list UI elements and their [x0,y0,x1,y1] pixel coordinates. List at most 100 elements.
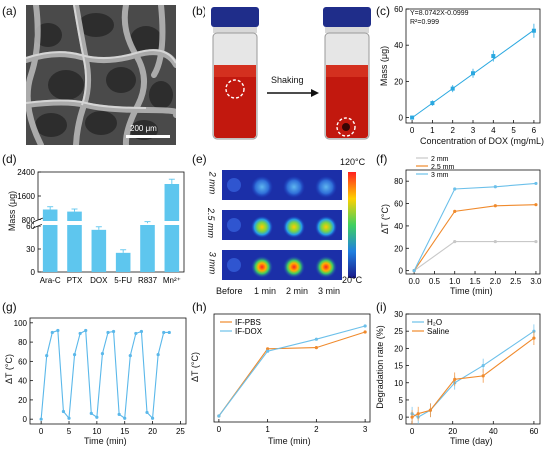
panel-label-h: (h) [192,300,207,314]
thermal-before-spot [227,218,241,232]
legend-label-f: 3 mm [431,172,449,179]
arrow-head-icon [311,89,319,97]
bar-d [115,252,131,272]
panel-label-e: (e) [192,152,207,166]
x-tick-label: 0 [410,427,415,436]
data-point [56,328,60,333]
data-point [412,269,416,273]
x-tick-label-c: 5 [511,126,516,135]
y-tick-label: 10 [394,379,403,388]
x-tick-label: 15 [120,427,129,436]
data-point [453,209,457,213]
data-point [139,329,144,334]
data-point [67,416,71,420]
vial-photos: Shaking [205,5,375,145]
data-point [266,349,270,353]
x-tick-label: 60 [529,427,538,436]
x-tick-label: 25 [176,427,185,436]
data-point-c [430,101,435,106]
data-point [39,417,43,421]
fit-equation: Y=8.0742X-0.0999 [410,10,469,17]
data-point [453,187,457,191]
bar-d [42,209,58,272]
x-tick-label: 1.0 [449,277,461,286]
thermal-hotspot [315,176,337,198]
y-axis-label-h: ΔT (°C) [189,352,200,382]
data-point [363,324,367,328]
x-tick-label-c: 6 [532,126,537,135]
data-point-c [450,86,455,91]
colorbar-min-label: 20°C [342,275,363,285]
data-point [217,414,221,418]
bar-d [140,223,155,272]
data-point [78,331,82,336]
x-tick-label: 20 [148,427,157,436]
temperature-colorbar [348,172,356,278]
panel-e: 2 mm 2.5 mm 3 mm Before 1 min 2 min 3 mi… [200,157,376,300]
x-axis-label-h: Time (min) [268,436,311,446]
thermal-hotspot [315,256,337,278]
axis-break-mark [32,217,44,223]
y-tick-label: 0 [399,413,404,422]
data-point [50,330,54,335]
x-tick-label-c: 1 [430,126,435,135]
series-line [413,204,536,271]
x-tick-label: 3 [363,425,368,434]
data-point [428,408,432,412]
legend-label-f: 2 mm [431,156,449,163]
y-tick-label-c: 60 [394,5,403,14]
data-point [453,377,457,381]
series-line [40,329,170,420]
y-tick-label: 60 [18,357,27,366]
x-tick-label: 0 [39,427,44,436]
x-tick-label-c: 0 [410,126,415,135]
thermal-hotspot [315,216,337,238]
data-point-c [471,71,475,76]
x-tick-label: 2 [314,425,319,434]
x-tick-label: 2.0 [490,277,502,286]
y-tick-label-d: 1600 [17,192,35,201]
bar-d [91,229,107,272]
panel-d: 0 30 60 800 1600 2400 Ara-C PTX DOX 5-FU R837 Mn²⁺ … [0,150,190,300]
x-tick-label: 1.5 [469,277,481,286]
y-tick-label-c: 40 [394,41,403,50]
legend-label-h: IF-PBS [235,318,261,327]
data-point [100,352,105,356]
category-label-d: DOX [90,276,108,285]
x-axis-label-c: Concentration of DOX (mg/mL) [420,136,545,146]
data-point [534,181,538,186]
bar-break-gap [163,221,181,225]
y-tick-label: 0 [399,267,404,276]
y-tick-label: 30 [394,310,403,319]
legend-label-i: H₂O [427,318,442,327]
data-point-c [410,115,415,120]
series-line [218,325,366,417]
panel-label-c: (c) [376,4,390,18]
bar-break-gap [66,221,83,225]
data-point [363,330,367,334]
x-tick-label: 0 [217,425,222,434]
category-label-d: R837 [138,276,158,285]
y-axis-label-d: Mass (μg) [7,190,18,232]
x-axis-label-f: Time (min) [450,286,493,296]
x-tick-label-c: 4 [491,126,496,135]
data-point [266,347,270,351]
shaking-label: Shaking [271,75,304,85]
data-point [95,415,99,419]
x-tick-label: 3.0 [530,277,542,286]
y-tick-label: 40 [394,222,403,231]
y-tick-label: 15 [394,362,403,371]
row-label-2mm: 2 mm [207,171,218,195]
vial-after [323,7,371,140]
chart-f: 0.0 0.5 1.0 1.5 2.0 2.5 3.0 0 20 40 60 80 2 mm2.5 mm… [394,156,542,286]
panel-label-a: (a) [2,4,17,18]
data-point [453,239,457,244]
y-tick-label-d: 60 [26,222,35,231]
legend-label-h: IF-DOX [235,327,263,336]
data-point [493,185,497,189]
panel-h: 0 1 2 3 IF-PBS IF-DOX Time (min) ΔT (°C) [190,300,376,449]
data-point [167,330,171,335]
y-tick-label: 60 [394,200,403,209]
